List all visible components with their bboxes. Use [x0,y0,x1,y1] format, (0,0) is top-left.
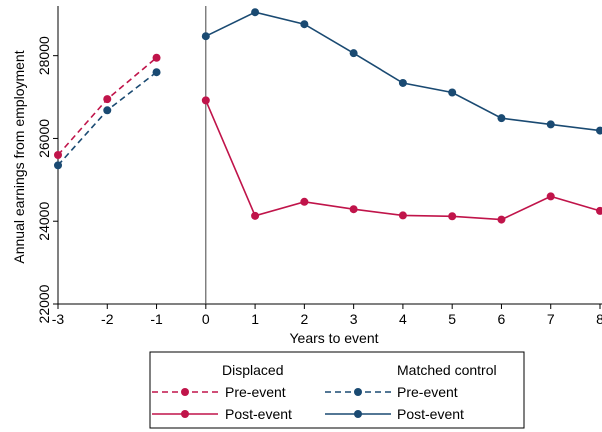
point-displaced-post-x0 [201,96,210,105]
legend: Displaced Matched control Pre-event Post… [149,351,525,429]
legend-key-marker-displaced-pre [181,388,189,396]
point-displaced-pre-x-3 [54,151,62,159]
point-displaced-pre-x-2 [103,95,112,104]
legend-key-marker-control-pre [354,388,362,396]
legend-box [149,351,525,429]
x-tick-label-7: 7 [547,311,555,327]
y-tick-label-28000: 28000 [36,36,52,75]
series-line-control-pre [57,71,157,166]
point-displaced-post-x2 [300,197,309,206]
x-tick-label-4: 4 [399,311,407,327]
x-tick-label-1: 1 [251,311,259,327]
point-displaced-post-x3 [349,205,358,214]
legend-label-control-pre: Pre-event [397,384,458,400]
x-tick-label-3: 3 [350,311,358,327]
x-tick-label-8: 8 [596,311,602,327]
point-control-pre-x-1 [152,68,161,77]
legend-keys [152,388,391,418]
x-axis-title: Years to event [290,330,379,346]
point-control-post-x5 [448,88,457,97]
legend-label-control-post: Post-event [397,406,464,422]
legend-key-marker-displaced-post [181,410,189,418]
point-displaced-post-x1 [251,211,260,220]
chart-series [54,8,602,224]
x-tick-label-0: 0 [202,311,210,327]
point-control-post-x6 [497,114,506,123]
x-tick-label--1: -1 [150,311,163,327]
point-displaced-post-x7 [546,192,555,201]
point-control-pre-x-2 [103,106,112,115]
point-control-post-x0 [201,32,210,41]
point-displaced-post-x5 [448,212,457,221]
point-displaced-post-x8 [596,206,602,215]
series-line-control-post [205,11,601,132]
x-tick-label--3: -3 [52,311,65,327]
y-tick-label-24000: 24000 [36,202,52,241]
legend-label-displaced-pre: Pre-event [225,384,286,400]
point-displaced-pre-x-1 [152,53,161,62]
y-tick-label-26000: 26000 [36,119,52,158]
y-tick-label-22000: 22000 [36,284,52,323]
y-axis-title: Annual earnings from employment [11,50,27,263]
point-control-pre-x-3 [54,161,62,170]
point-control-post-x7 [546,120,555,129]
point-displaced-post-x4 [398,211,407,220]
point-control-post-x2 [300,20,309,29]
legend-label-displaced-post: Post-event [225,406,292,422]
legend-title-control: Matched control [397,362,497,378]
point-control-post-x3 [349,49,358,58]
point-control-post-x8 [596,126,602,135]
chart-axes: -3 -2 -1 0 1 2 3 4 5 6 7 8 22000 24000 26000 28000 [36,6,602,327]
x-tick-label-5: 5 [448,311,456,327]
x-tick-label-6: 6 [498,311,506,327]
series-line-displaced-post [205,100,601,221]
legend-title-displaced: Displaced [222,362,283,378]
x-tick-label-2: 2 [300,311,308,327]
x-tick-label--2: -2 [101,311,114,327]
point-control-post-x1 [251,8,260,17]
point-control-post-x4 [398,78,407,87]
point-displaced-post-x6 [497,215,506,224]
legend-key-marker-control-post [354,410,362,418]
